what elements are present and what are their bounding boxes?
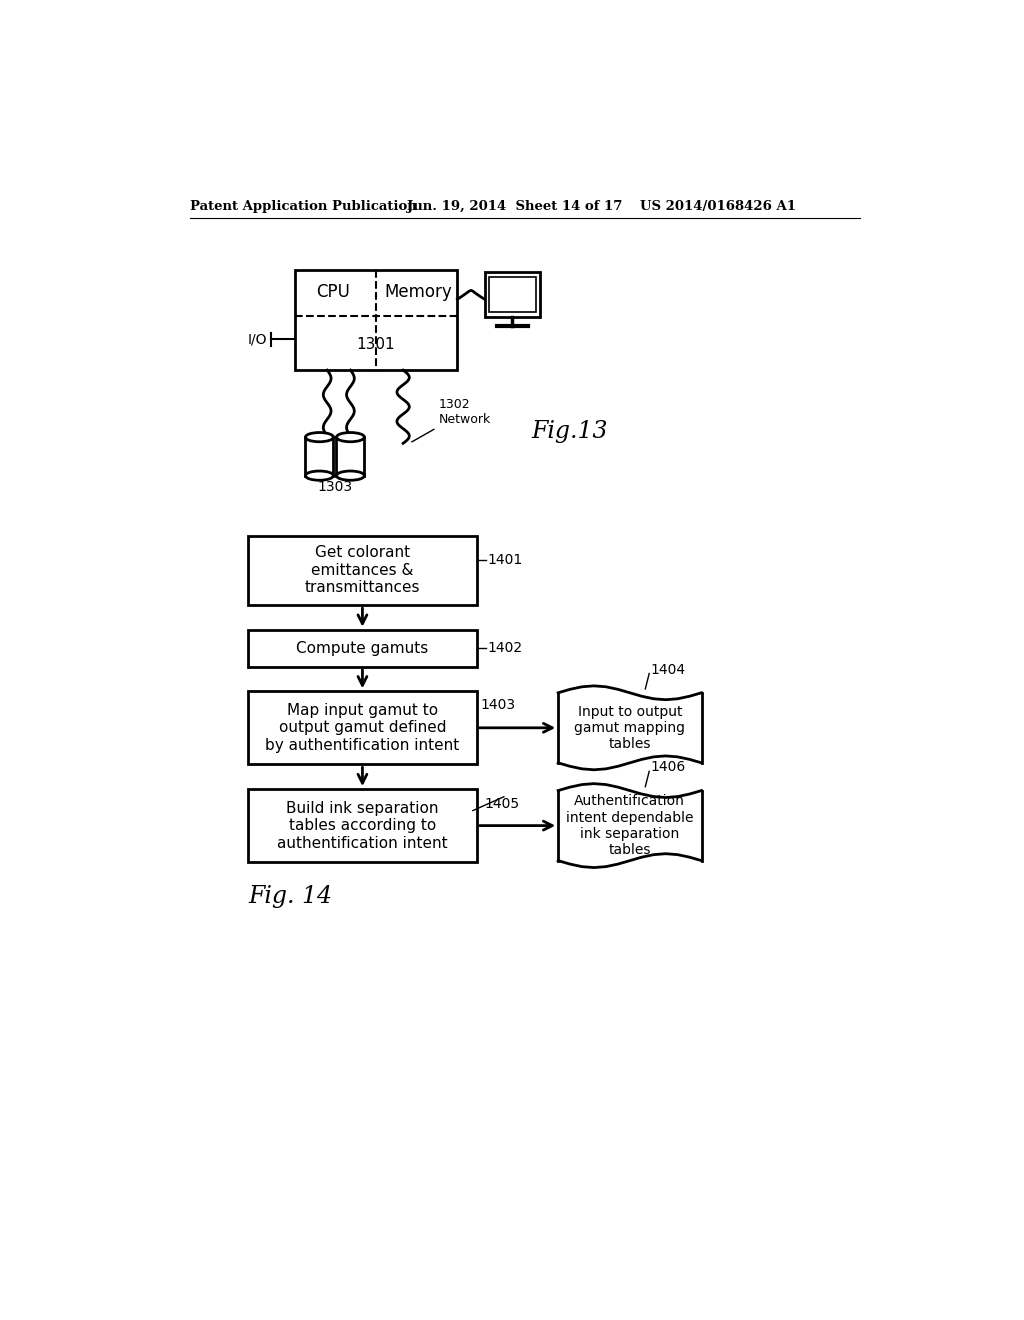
Bar (248, 536, 477, 605)
Text: 1405: 1405 (484, 797, 519, 812)
Polygon shape (558, 784, 701, 867)
Polygon shape (558, 686, 701, 770)
Text: Fig. 14: Fig. 14 (248, 886, 332, 908)
Bar (489, 277, 536, 313)
Bar (248, 630, 477, 667)
Text: Jun. 19, 2014  Sheet 14 of 17: Jun. 19, 2014 Sheet 14 of 17 (407, 199, 623, 213)
Text: 1404: 1404 (650, 663, 686, 677)
Text: Authentification
intent dependable
ink separation
tables: Authentification intent dependable ink s… (566, 795, 693, 857)
Ellipse shape (305, 471, 334, 480)
Text: Memory: Memory (385, 282, 453, 301)
Text: Input to output
gamut mapping
tables: Input to output gamut mapping tables (574, 705, 685, 751)
Text: Build ink separation
tables according to
authentification intent: Build ink separation tables according to… (278, 801, 447, 850)
Text: 1401: 1401 (487, 553, 523, 568)
Text: 1403: 1403 (480, 698, 516, 711)
Text: 1303: 1303 (317, 480, 352, 494)
Text: US 2014/0168426 A1: US 2014/0168426 A1 (640, 199, 796, 213)
Ellipse shape (337, 471, 365, 480)
Text: 1402: 1402 (487, 642, 522, 655)
Ellipse shape (305, 433, 334, 442)
Text: Map input gamut to
output gamut defined
by authentification intent: Map input gamut to output gamut defined … (265, 704, 460, 752)
Text: 1302
Network: 1302 Network (438, 399, 492, 426)
Text: Fig.13: Fig.13 (531, 420, 607, 444)
Text: I/O: I/O (248, 333, 267, 346)
Ellipse shape (337, 433, 365, 442)
Text: Compute gamuts: Compute gamuts (296, 640, 429, 656)
Text: Get colorant
emittances &
transmittances: Get colorant emittances & transmittances (305, 545, 420, 595)
Bar (295, 271, 458, 370)
Text: 1301: 1301 (356, 337, 395, 352)
Bar (248, 692, 477, 764)
Text: Patent Application Publication: Patent Application Publication (190, 199, 417, 213)
Text: CPU: CPU (316, 282, 350, 301)
Bar (248, 789, 477, 862)
Bar (484, 272, 541, 317)
Text: 1406: 1406 (650, 760, 686, 775)
